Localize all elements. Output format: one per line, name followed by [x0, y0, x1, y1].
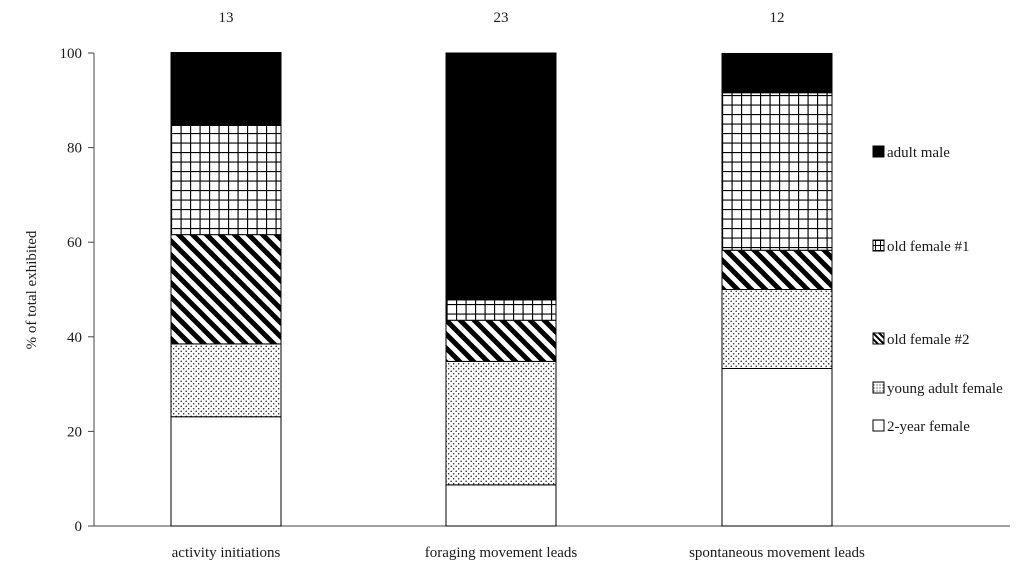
y-tick-label: 20	[67, 424, 82, 440]
legend-item: young adult female	[872, 381, 1003, 397]
bar-segment	[170, 124, 282, 236]
legend-item: 2-year female	[872, 419, 970, 435]
y-ticks: 0 20 40 60 80 100	[60, 46, 94, 535]
legend-label: adult male	[887, 145, 950, 161]
bar-segment	[721, 52, 833, 94]
bar-segment	[721, 289, 833, 369]
x-tick-label: foraging movement leads	[425, 545, 578, 561]
total-count-label: 23	[494, 10, 509, 26]
legend-swatch	[872, 381, 885, 394]
bar-segment	[170, 52, 282, 126]
y-tick-label: 80	[67, 141, 82, 157]
legend: adult male old female #1 old female #2 youn…	[872, 145, 1003, 435]
bar-segment	[170, 416, 282, 527]
bar-stack	[170, 52, 282, 527]
y-tick-label: 60	[67, 235, 82, 251]
legend-swatch	[872, 239, 885, 252]
y-tick-label: 0	[75, 519, 83, 535]
bar-segment	[721, 92, 833, 251]
bar-segment	[170, 234, 282, 345]
count-labels: 13 23 12	[219, 10, 785, 26]
legend-label: young adult female	[887, 381, 1003, 397]
bar-stack	[721, 52, 833, 527]
bar-segment	[445, 299, 557, 321]
bar-stack	[445, 52, 557, 527]
category-labels: activity initiations foraging movement le…	[172, 545, 865, 561]
bar-segment	[445, 484, 557, 527]
legend-label: 2-year female	[887, 419, 970, 435]
bar-segment	[170, 343, 282, 418]
total-count-label: 13	[219, 10, 234, 26]
y-tick-label: 40	[67, 330, 82, 346]
bar-segment	[445, 360, 557, 486]
x-tick-label: spontaneous movement leads	[689, 545, 865, 561]
legend-item: old female #2	[872, 332, 969, 348]
legend-swatch	[872, 145, 885, 158]
bar-segment	[721, 249, 833, 290]
legend-swatch	[872, 332, 885, 345]
bars	[170, 52, 833, 527]
legend-swatch	[872, 419, 885, 432]
bar-segment	[445, 52, 557, 301]
x-tick-label: activity initiations	[172, 545, 281, 561]
bar-segment	[445, 319, 557, 362]
legend-label: old female #1	[887, 239, 969, 255]
legend-label: old female #2	[887, 332, 969, 348]
y-tick-label: 100	[60, 46, 83, 62]
y-axis-title: % of total exhibited	[24, 230, 40, 349]
bar-segment	[721, 367, 833, 527]
total-count-label: 12	[770, 10, 785, 26]
legend-item: adult male	[872, 145, 950, 161]
legend-item: old female #1	[872, 239, 969, 255]
